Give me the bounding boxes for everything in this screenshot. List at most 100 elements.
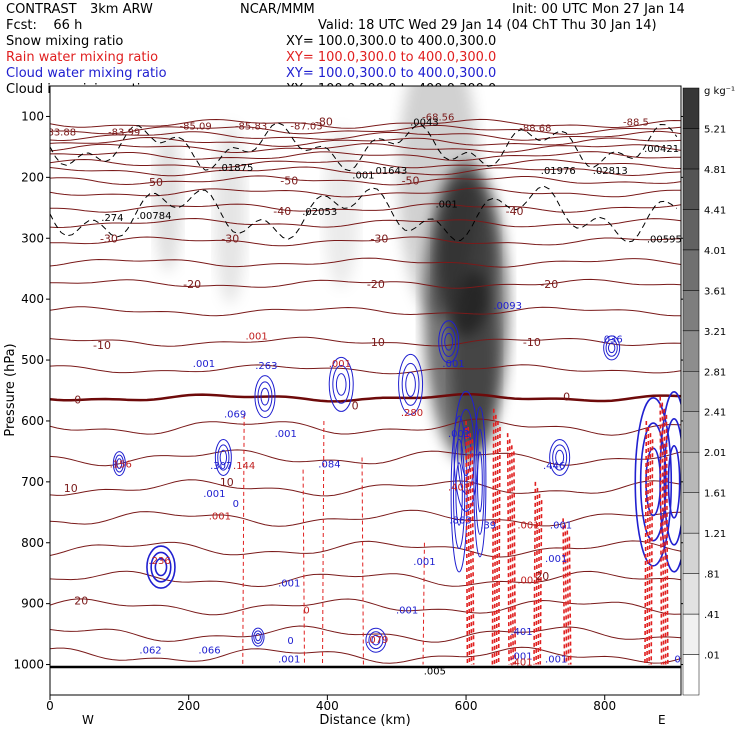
temp-contour <box>50 509 681 527</box>
temp-label: -20 <box>540 278 558 291</box>
value-label: .0043 <box>410 117 439 128</box>
rain-contour <box>646 427 650 665</box>
value-label: .001 <box>550 520 572 531</box>
y-tick-label: 300 <box>21 231 44 245</box>
value-label: .280 <box>401 408 423 419</box>
rain-contour <box>506 433 510 665</box>
snow-shade <box>214 123 247 304</box>
value-label: .001 <box>246 332 268 343</box>
y-tick-label: 1000 <box>13 658 44 672</box>
value-label: .401 <box>448 483 470 494</box>
temp-contour <box>50 124 681 135</box>
snow-shade <box>450 270 499 451</box>
value-label: .39 <box>480 520 496 531</box>
colorbar-level: 4.01 <box>704 246 726 257</box>
value-label: .00784 <box>137 211 172 222</box>
temp-label: -20 <box>367 278 385 291</box>
colorbar-level: 1.61 <box>704 489 726 500</box>
colorbar-swatch <box>682 411 700 453</box>
cloud-water-contour <box>549 438 571 476</box>
x-tick-label: 800 <box>593 699 616 713</box>
value-label: 0 <box>233 499 239 510</box>
value-label: .001 <box>545 554 567 565</box>
rain-contour <box>562 518 566 665</box>
colorbar-level: 2.41 <box>704 408 726 419</box>
rain-contour <box>661 402 665 665</box>
freezing-level-contour <box>50 392 681 403</box>
valid-time: Valid: 18 UTC Wed 29 Jan 14 (04 ChT Thu … <box>318 18 657 33</box>
snow-shade <box>323 127 360 288</box>
x-tick-label: 200 <box>177 699 200 713</box>
temp-label: 0 <box>563 391 570 404</box>
x-axis-ticks: 0 200 400 600 800 <box>46 695 616 713</box>
value-label: .401 <box>510 627 532 638</box>
value-label: 83.88 <box>47 128 76 139</box>
y-axis-label: Pressure (hPa) <box>3 343 18 436</box>
value-label: .307 <box>210 461 232 472</box>
value-label: .401 <box>510 658 532 669</box>
cloud-water-contour <box>335 373 347 396</box>
temp-contour <box>50 217 681 229</box>
colorbar-swatch <box>682 209 700 251</box>
field-label: Cloud water mixing ratio <box>6 66 167 81</box>
value-label: .001 <box>442 359 464 370</box>
cloud-water-contour <box>150 551 172 583</box>
rain-contour <box>495 420 499 665</box>
cloud-water-contour <box>146 545 176 589</box>
temp-label: 0 <box>74 394 81 407</box>
value-label: .079 <box>366 635 388 646</box>
temp-label: -10 <box>367 336 385 349</box>
value-label: .00595 <box>647 234 682 245</box>
cloud-water-contour <box>328 356 354 412</box>
cloud-water-contour <box>114 454 125 473</box>
value-label: .001 <box>517 520 539 531</box>
cloud-water-contours <box>112 320 681 653</box>
colorbar-swatch <box>682 573 700 615</box>
cloud-water-contour <box>555 449 565 466</box>
value-label: .446 <box>543 461 565 472</box>
cloud-water-contour <box>475 428 485 535</box>
temp-contour <box>50 118 681 129</box>
value-label: .062 <box>139 645 161 656</box>
field-label: Rain water mixing ratio <box>6 50 159 65</box>
colorbar-level: 1.21 <box>704 529 726 540</box>
rain-contour <box>513 451 517 665</box>
value-label: .001 <box>413 557 435 568</box>
value-label: .01875 <box>218 163 253 174</box>
snow-shade <box>153 131 182 272</box>
value-label: -85.83 <box>235 122 267 133</box>
temp-label: -40 <box>506 205 524 218</box>
colorbar-level: 5.21 <box>704 124 726 135</box>
value-label: .001 <box>209 511 231 522</box>
value-label: 0 <box>303 606 309 617</box>
cloud-water-contour <box>605 338 618 357</box>
temp-contour <box>50 257 681 268</box>
colorbar-level: 3.21 <box>704 327 726 338</box>
x-tick-label: 0 <box>46 699 54 713</box>
cloud-water-contour <box>477 451 483 513</box>
temp-contour <box>50 479 681 497</box>
cloud-water-contour <box>371 634 381 646</box>
rain-contour <box>497 427 501 665</box>
field-xy: XY= 100.0,300.0 to 400.0,300.0 <box>286 34 497 49</box>
temp-contour <box>50 449 681 467</box>
temp-contour <box>50 364 681 375</box>
value-label: .001 <box>517 575 539 586</box>
rain-contour <box>659 396 663 665</box>
colorbar-swatch <box>682 128 700 170</box>
temp-label: -30 <box>100 232 118 245</box>
temp-contour <box>50 166 681 177</box>
colorbar-level: 4.81 <box>704 165 726 176</box>
colorbar-level: 4.41 <box>704 205 726 216</box>
cloud-water-contour <box>401 362 420 406</box>
temp-label: -80 <box>315 115 333 128</box>
value-label: .236 <box>148 556 170 567</box>
cloud-water-contour <box>112 451 126 477</box>
cloud-water-contour <box>154 557 168 577</box>
value-label: -88.68 <box>519 123 551 134</box>
temperature-labels: -80 -50 -50 -50 -40 -40 -30 -30 -30 -20 -20 -20 -10 -… <box>64 115 570 607</box>
rain-contour <box>566 530 570 665</box>
temp-contour <box>50 175 681 186</box>
temp-label: -40 <box>273 205 291 218</box>
value-label: -88.5 <box>623 117 649 128</box>
